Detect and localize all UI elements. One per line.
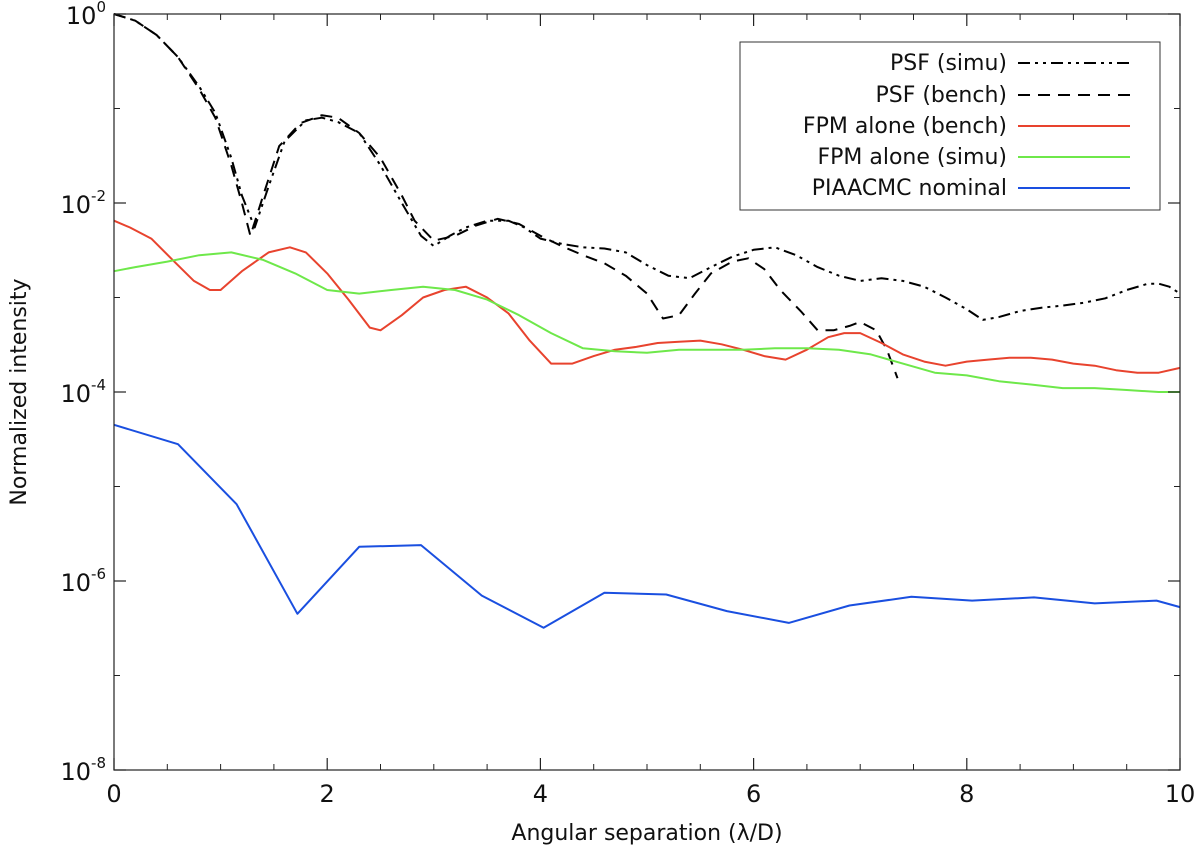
series-piaacmc: [113, 423, 1181, 629]
x-tick-label: 8: [959, 780, 974, 808]
y-tick-label: 10-2: [60, 187, 106, 219]
legend: PSF (simu) PSF (bench) FPM alone (bench)…: [739, 41, 1161, 211]
series-fpm-bench: [113, 219, 1181, 374]
y-tick-exponent: 0: [96, 0, 106, 16]
y-axis-label: Normalized intensity: [7, 278, 32, 505]
y-tick-base: 10: [60, 758, 91, 786]
series-psf-simu: [113, 13, 1181, 321]
series-fpm-simu: [113, 251, 1180, 393]
y-tick-exponent: -8: [91, 754, 106, 772]
series-psf-bench: [113, 13, 899, 379]
x-tick-label: 4: [533, 780, 548, 808]
y-tick-exponent: -2: [91, 187, 106, 205]
y-tick-label: 100: [66, 0, 106, 30]
y-tick-base: 10: [60, 569, 91, 597]
legend-label-psf-bench: PSF (bench): [875, 83, 1007, 108]
legend-label-piaacmc: PIAACMC nominal: [812, 176, 1007, 201]
x-axis-label: Angular separation (λ/D): [511, 821, 782, 846]
x-tick-label: 2: [320, 780, 335, 808]
y-tick-base: 10: [66, 2, 97, 30]
x-tick-label: 0: [106, 780, 121, 808]
plot-area: [113, 13, 1181, 629]
y-tick-base: 10: [60, 191, 91, 219]
x-tick-label: 6: [746, 780, 761, 808]
y-tick-label: 10-6: [60, 565, 106, 597]
legend-label-fpm-simu: FPM alone (simu): [817, 145, 1007, 170]
y-tick-exponent: -6: [91, 565, 106, 583]
y-tick-label: 10-4: [60, 376, 106, 408]
y-tick-exponent: -4: [91, 376, 106, 394]
axes-ticks: [113, 13, 1181, 771]
x-tick-label: 10: [1165, 780, 1196, 808]
y-tick-base: 10: [60, 380, 91, 408]
x-tick-labels: 0 2 4 6 8 10: [106, 780, 1195, 808]
legend-label-psf-simu: PSF (simu): [890, 51, 1007, 76]
y-tick-label: 10-8: [60, 754, 106, 786]
legend-label-fpm-bench: FPM alone (bench): [803, 114, 1007, 139]
